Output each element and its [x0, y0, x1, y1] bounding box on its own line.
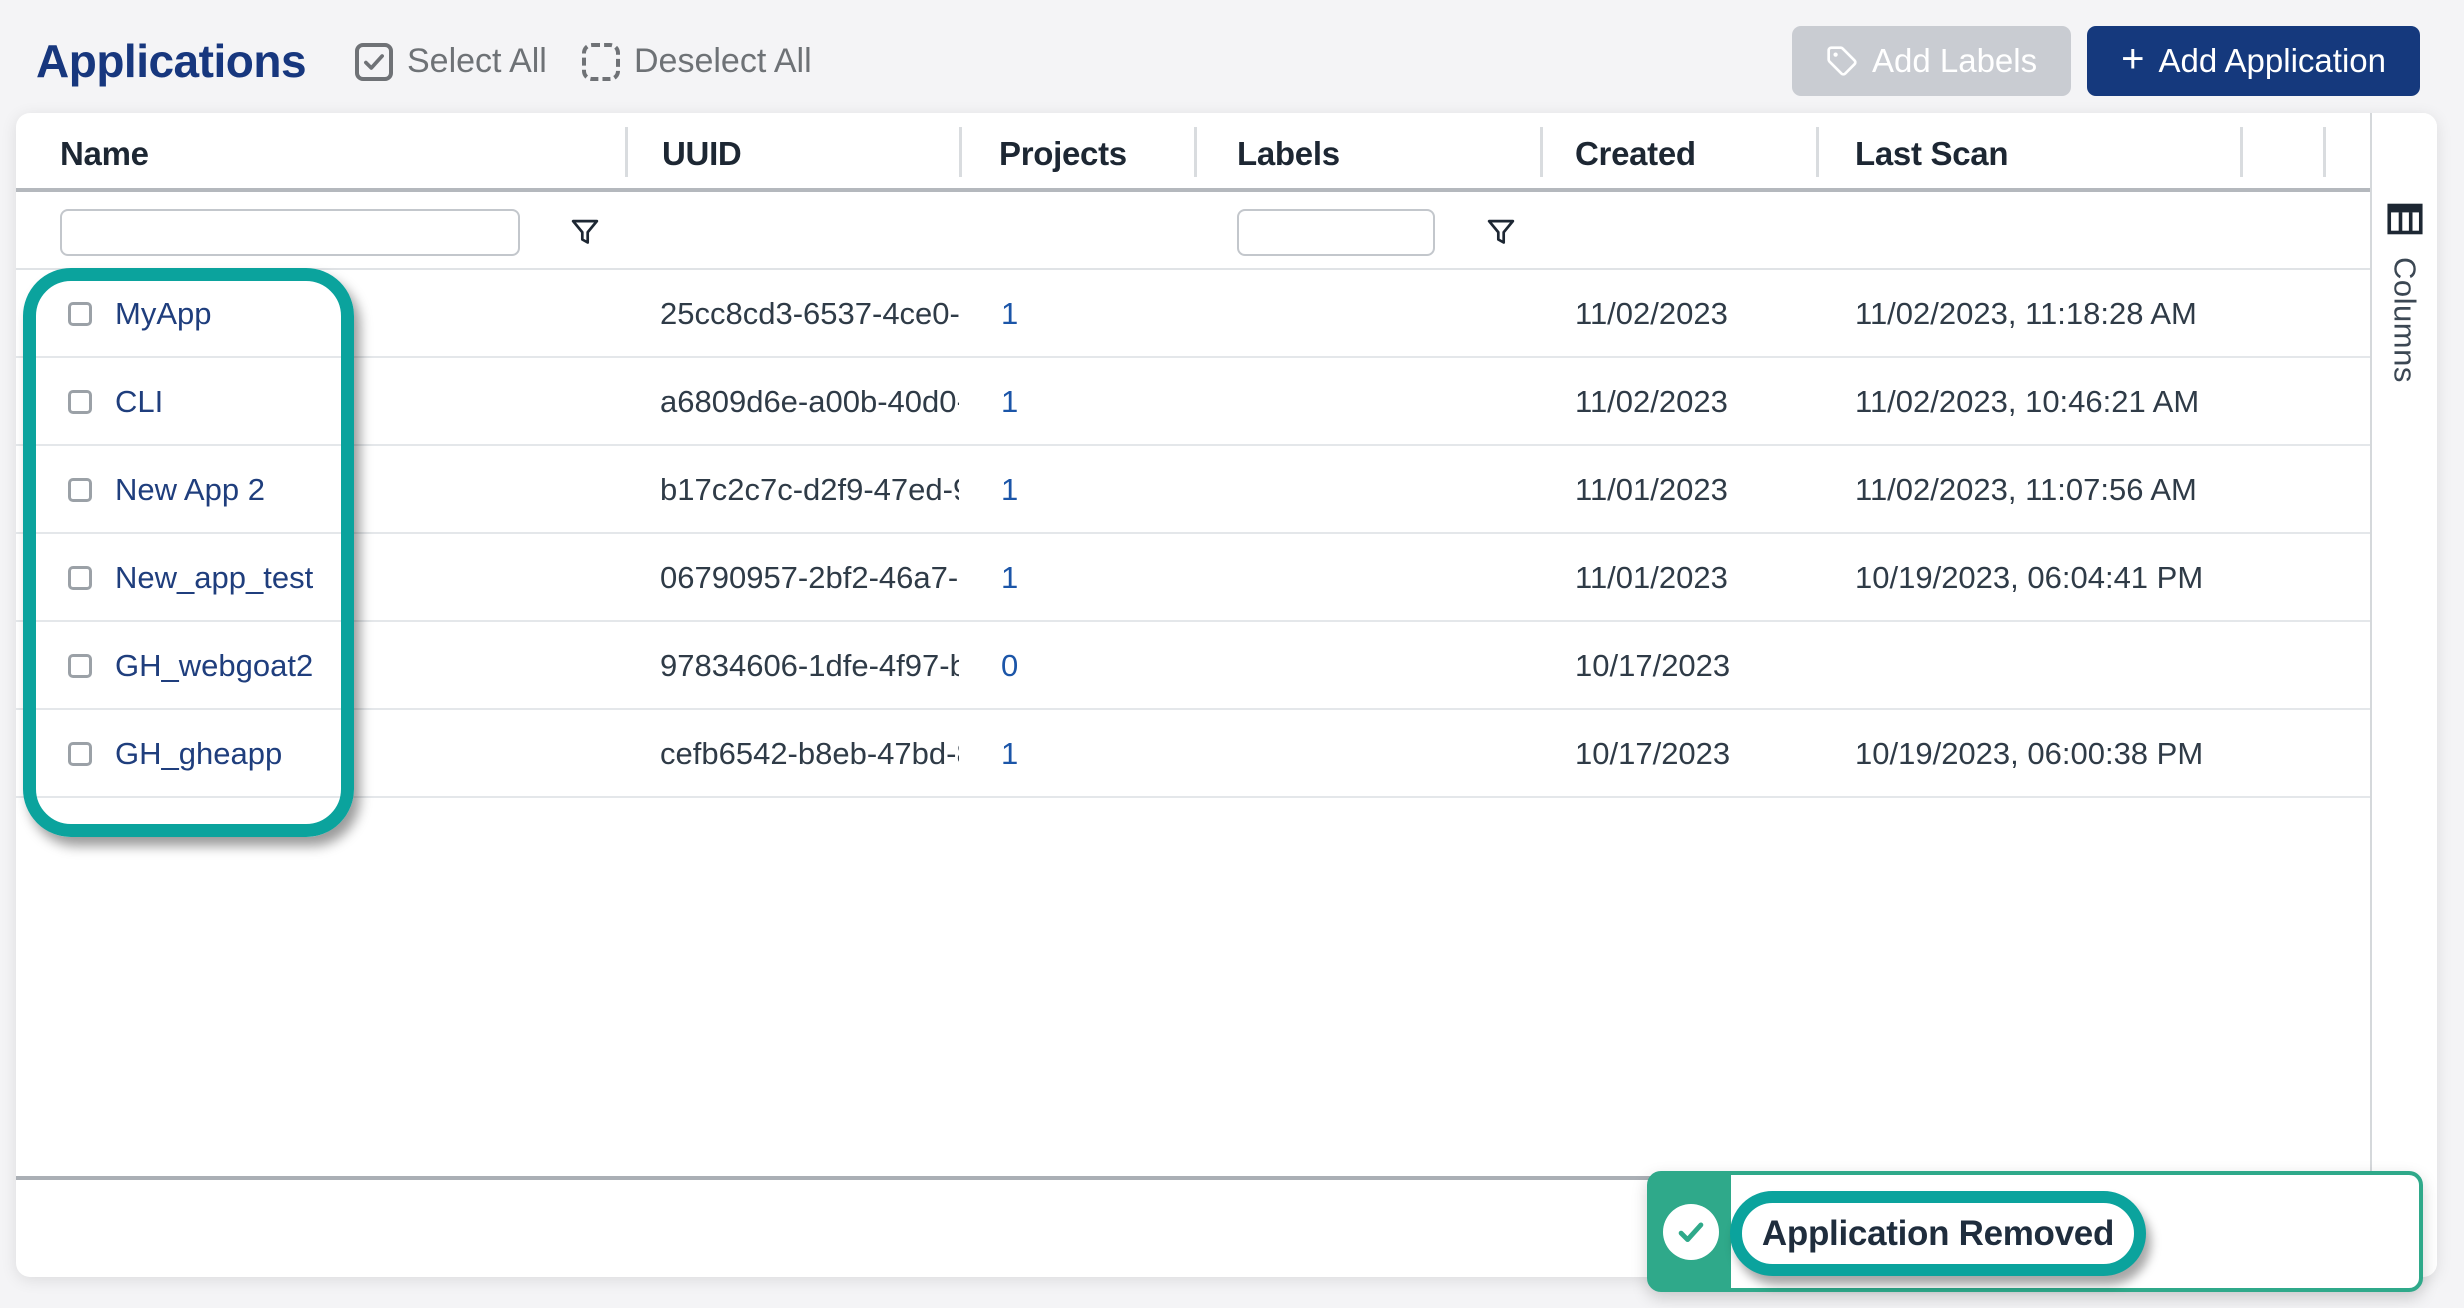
- add-labels-button[interactable]: Add Labels: [1791, 26, 2072, 96]
- deselect-all-button[interactable]: Deselect All: [582, 42, 812, 81]
- columns-icon: [2386, 203, 2423, 235]
- app-uuid: 06790957-2bf2-46a7-b1: [660, 560, 959, 595]
- column-header-created[interactable]: Created: [1575, 135, 1696, 172]
- page-title: Applications: [36, 35, 307, 87]
- add-application-button[interactable]: + Add Application: [2087, 26, 2420, 96]
- app-name-link[interactable]: CLI: [115, 384, 164, 419]
- select-all-button[interactable]: Select All: [355, 42, 547, 81]
- columns-panel-label: Columns: [2387, 257, 2423, 383]
- projects-count-link[interactable]: 1: [1001, 384, 1019, 419]
- app-uuid: 25cc8cd3-6537-4ce0-af: [660, 296, 959, 331]
- last-scan-date: 11/02/2023, 10:46:21 AM: [1855, 384, 2200, 419]
- table-row: CLI a6809d6e-a00b-40d0-b 1 11/02/2023 11…: [16, 358, 2370, 446]
- add-application-label: Add Application: [2158, 42, 2386, 79]
- created-date: 11/01/2023: [1575, 472, 1728, 507]
- app-name-link[interactable]: MyApp: [115, 296, 212, 331]
- column-divider: [625, 127, 628, 177]
- checkbox-checked-icon: [355, 42, 393, 81]
- created-date: 11/02/2023: [1575, 384, 1728, 419]
- column-header-last-scan[interactable]: Last Scan: [1855, 135, 2009, 172]
- app-name-link[interactable]: New App 2: [115, 472, 265, 507]
- column-header-uuid[interactable]: UUID: [662, 135, 742, 172]
- column-divider: [1194, 127, 1197, 177]
- name-filter-input[interactable]: [60, 209, 520, 256]
- created-date: 11/01/2023: [1575, 560, 1728, 595]
- column-header-projects[interactable]: Projects: [999, 135, 1127, 172]
- row-checkbox[interactable]: [68, 478, 92, 502]
- app-name-link[interactable]: GH_webgoat2: [115, 648, 314, 683]
- projects-count-link[interactable]: 1: [1001, 472, 1019, 507]
- plus-icon: +: [2121, 37, 2145, 81]
- toast-success-strip: [1650, 1174, 1731, 1289]
- select-all-label: Select All: [407, 42, 547, 80]
- tag-icon: [1827, 46, 1857, 76]
- column-divider: [2323, 127, 2326, 177]
- column-divider: [1540, 127, 1543, 177]
- column-divider: [959, 127, 962, 177]
- column-header-labels[interactable]: Labels: [1237, 135, 1340, 172]
- created-date: 11/02/2023: [1575, 296, 1728, 331]
- column-divider: [2240, 127, 2243, 177]
- projects-count-link[interactable]: 0: [1001, 648, 1019, 683]
- deselect-dashed-square-icon: [582, 42, 620, 81]
- annotation-highlight-toast-message: Application Removed: [1730, 1191, 2146, 1276]
- table-row: MyApp 25cc8cd3-6537-4ce0-af 1 11/02/2023…: [16, 270, 2370, 358]
- applications-table: Name UUID Projects Labels Created Last S…: [16, 113, 2370, 1277]
- labels-filter-input[interactable]: [1237, 209, 1435, 256]
- table-header-row: Name UUID Projects Labels Created Last S…: [16, 113, 2370, 192]
- projects-count-link[interactable]: 1: [1001, 296, 1019, 331]
- app-name-link[interactable]: New_app_test: [115, 560, 314, 595]
- column-divider: [1816, 127, 1819, 177]
- column-header-name[interactable]: Name: [60, 135, 149, 172]
- projects-count-link[interactable]: 1: [1001, 736, 1019, 771]
- row-checkbox[interactable]: [68, 566, 92, 590]
- toast-notification: Application Removed: [1647, 1171, 2423, 1292]
- projects-count-link[interactable]: 1: [1001, 560, 1019, 595]
- columns-panel-toggle[interactable]: Columns: [2370, 113, 2437, 1277]
- last-scan-date: 10/19/2023, 06:00:38 PM: [1855, 736, 2204, 771]
- toast-message: Application Removed: [1761, 1213, 2115, 1253]
- created-date: 10/17/2023: [1575, 736, 1731, 771]
- app-uuid: 97834606-1dfe-4f97-bf: [660, 648, 959, 683]
- app-uuid: cefb6542-b8eb-47bd-80: [660, 736, 959, 771]
- table-row: New_app_test 06790957-2bf2-46a7-b1 1 11/…: [16, 534, 2370, 622]
- app-uuid: a6809d6e-a00b-40d0-b: [660, 384, 959, 419]
- table-body: MyApp 25cc8cd3-6537-4ce0-af 1 11/02/2023…: [16, 270, 2370, 798]
- last-scan-date: 11/02/2023, 11:07:56 AM: [1855, 472, 2197, 507]
- filter-row: [16, 196, 2370, 270]
- row-checkbox[interactable]: [68, 302, 92, 326]
- last-scan-date: 11/02/2023, 11:18:28 AM: [1855, 296, 2197, 331]
- labels-filter-funnel-icon[interactable]: [1482, 214, 1520, 252]
- applications-card: Name UUID Projects Labels Created Last S…: [16, 113, 2437, 1277]
- header-actions: Add Labels + Add Application: [1791, 26, 2420, 96]
- table-footer-divider: [16, 1176, 2370, 1180]
- name-filter-funnel-icon[interactable]: [566, 214, 604, 252]
- last-scan-date: 10/19/2023, 06:04:41 PM: [1855, 560, 2204, 595]
- check-circle-icon: [1662, 1203, 1719, 1260]
- deselect-all-label: Deselect All: [634, 42, 812, 80]
- created-date: 10/17/2023: [1575, 648, 1731, 683]
- app-name-link[interactable]: GH_gheapp: [115, 736, 283, 771]
- app-uuid: b17c2c7c-d2f9-47ed-90: [660, 472, 959, 507]
- table-row: GH_gheapp cefb6542-b8eb-47bd-80 1 10/17/…: [16, 710, 2370, 798]
- row-checkbox[interactable]: [68, 654, 92, 678]
- add-labels-label: Add Labels: [1871, 42, 2038, 79]
- table-row: New App 2 b17c2c7c-d2f9-47ed-90 1 11/01/…: [16, 446, 2370, 534]
- table-row: GH_webgoat2 97834606-1dfe-4f97-bf 0 10/1…: [16, 622, 2370, 710]
- row-checkbox[interactable]: [68, 390, 92, 414]
- row-checkbox[interactable]: [68, 742, 92, 766]
